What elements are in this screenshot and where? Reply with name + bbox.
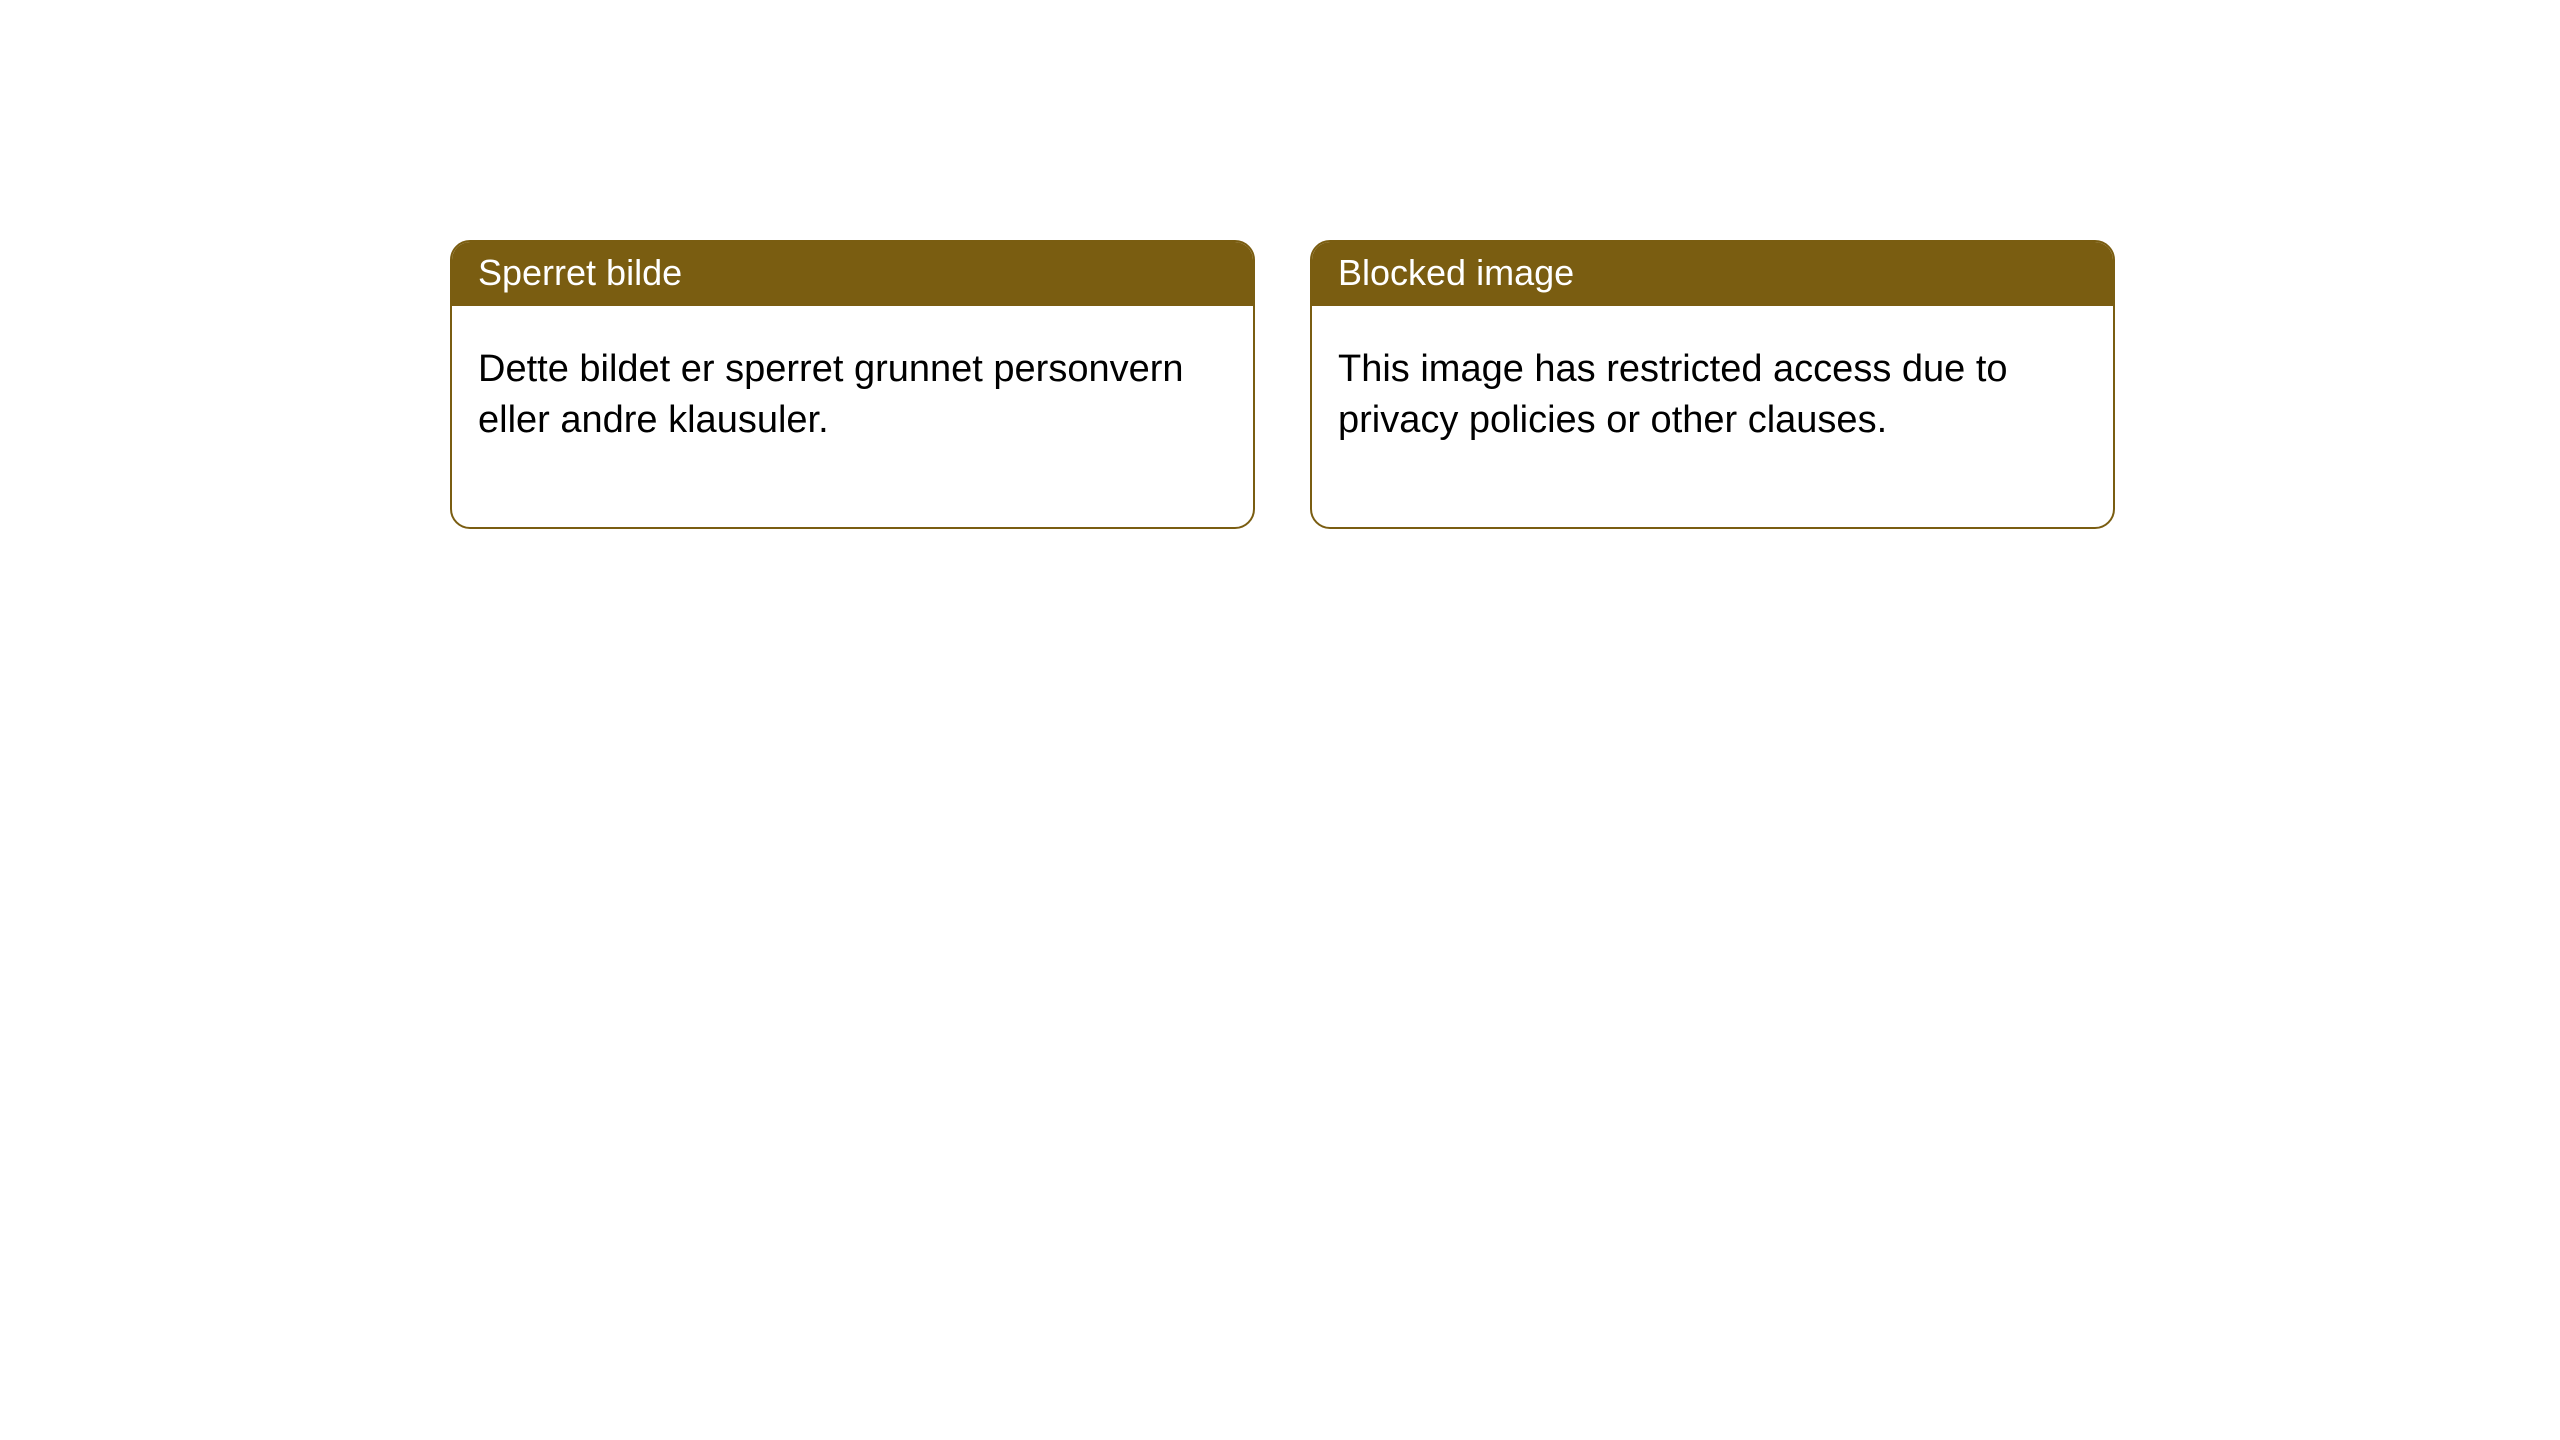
card-header: Blocked image xyxy=(1312,242,2113,306)
card-title: Sperret bilde xyxy=(478,252,682,293)
card-title: Blocked image xyxy=(1338,252,1574,293)
card-body-text: This image has restricted access due to … xyxy=(1338,348,2008,441)
notice-container: Sperret bilde Dette bildet er sperret gr… xyxy=(0,0,2560,529)
card-header: Sperret bilde xyxy=(452,242,1253,306)
blocked-image-card-english: Blocked image This image has restricted … xyxy=(1310,240,2115,529)
blocked-image-card-norwegian: Sperret bilde Dette bildet er sperret gr… xyxy=(450,240,1255,529)
card-body-text: Dette bildet er sperret grunnet personve… xyxy=(478,348,1184,441)
card-body: Dette bildet er sperret grunnet personve… xyxy=(452,306,1253,527)
card-body: This image has restricted access due to … xyxy=(1312,306,2113,527)
